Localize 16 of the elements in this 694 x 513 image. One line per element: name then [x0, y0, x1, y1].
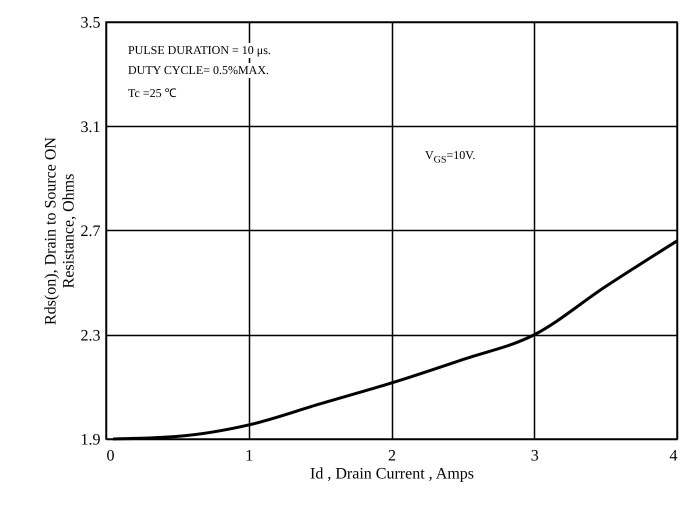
x-tick-label: 2 [388, 448, 396, 464]
y-tick-label: 3.5 [80, 14, 100, 32]
y-tick-label: 2.7 [80, 223, 100, 240]
x-tick-label: 4 [670, 448, 678, 464]
y-tick-label: 2.3 [80, 327, 100, 344]
x-tick-label: 3 [530, 448, 539, 464]
y-tick-label: 3.1 [80, 118, 100, 136]
annotation: PULSE DURATION = 10 μs. [128, 43, 271, 58]
x-axis-title: Id , Drain Current , Amps [310, 466, 474, 482]
y-tick-label: 1.9 [80, 432, 100, 448]
x-tick-label: 0 [106, 448, 114, 464]
y-axis-title: Rds(on), Drain to Source ON Resistance, Ohms [42, 136, 78, 325]
annotation: V$_{GS}$=10V. [425, 148, 476, 166]
annotation: DUTY CYCLE= 0.5%MAX. [128, 63, 269, 78]
x-tick-label: 1 [245, 448, 254, 464]
annotation: Tc =25 ℃ [128, 84, 177, 101]
